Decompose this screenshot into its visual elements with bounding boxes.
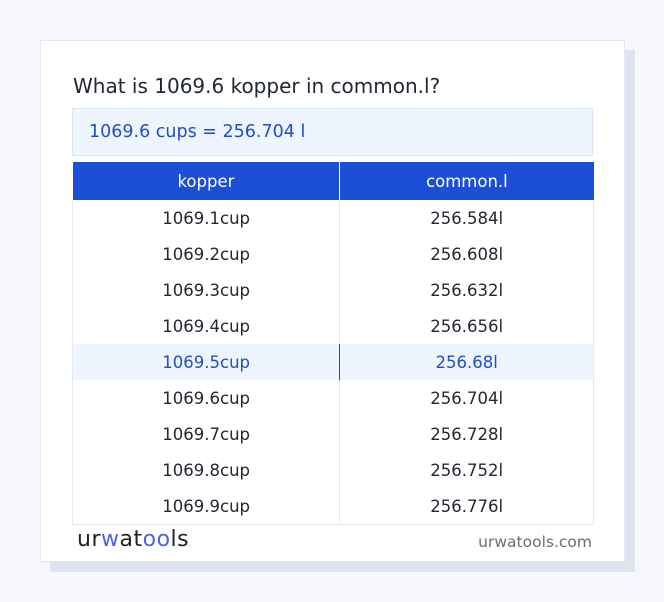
column-header: common.l [339,162,594,200]
liter-cell: 256.68l [339,344,594,380]
kopper-cell: 1069.7cup [71,416,341,452]
table-row: 1069.8cup 256.752l [71,452,594,488]
liter-cell: 256.776l [339,488,594,525]
kopper-cell: 1069.6cup [71,380,341,416]
liter-cell: 256.584l [339,200,594,236]
liter-cell: 256.752l [339,452,594,488]
table-row: 1069.9cup 256.776l [71,488,594,525]
liter-cell: 256.728l [339,416,594,452]
kopper-cell: 1069.8cup [71,452,341,488]
table-row: 1069.7cup 256.728l [71,416,594,452]
liter-cell: 256.632l [339,272,594,308]
kopper-cell: 1069.1cup [71,200,341,236]
conversion-result: 1069.6 cups = 256.704 l [72,108,593,156]
table-row: 1069.5cup 256.68l [71,344,594,380]
kopper-cell: 1069.9cup [71,488,341,525]
table-row: 1069.2cup 256.608l [71,236,594,272]
urwatools-logo[interactable]: urwatools [77,527,190,552]
page-title: What is 1069.6 kopper in common.l? [73,74,441,98]
column-header: kopper [72,162,341,200]
liter-cell: 256.704l [339,380,594,416]
conversion-table: kopper common.l 1069.1cup 256.584l 1069.2c… [71,162,594,525]
table-row: 1069.3cup 256.632l [71,272,594,308]
kopper-cell: 1069.2cup [71,236,341,272]
kopper-cell: 1069.4cup [71,308,341,344]
table-row: 1069.6cup 256.704l [71,380,594,416]
liter-cell: 256.608l [339,236,594,272]
kopper-cell: 1069.3cup [71,272,341,308]
table-row: 1069.4cup 256.656l [71,308,594,344]
table-row: 1069.1cup 256.584l [71,200,594,236]
conversion-card: What is 1069.6 kopper in common.l? 1069.… [40,40,625,562]
kopper-cell: 1069.5cup [71,344,341,380]
liter-cell: 256.656l [339,308,594,344]
site-link[interactable]: urwatools.com [478,533,592,551]
